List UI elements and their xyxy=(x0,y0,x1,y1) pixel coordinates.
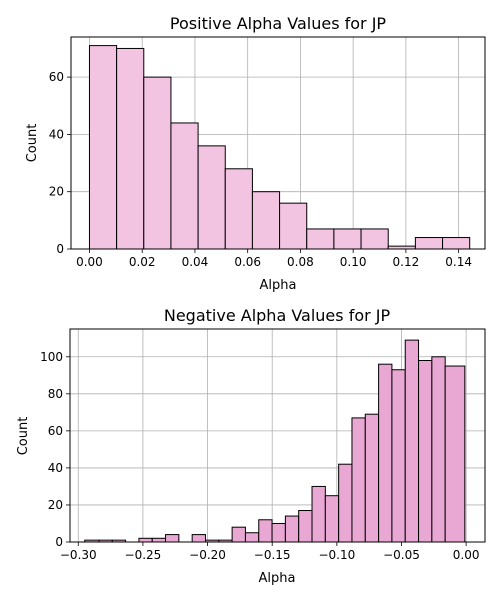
negative-histogram-bar xyxy=(444,365,466,543)
positive-x-tick-label: 0.06 xyxy=(234,255,261,269)
positive-histogram-bar xyxy=(360,228,389,250)
positive-histogram-bar xyxy=(251,191,281,250)
negative-y-tick-label: 20 xyxy=(48,498,63,512)
negative-histogram-bar xyxy=(284,515,300,543)
positive-histogram-bar xyxy=(224,168,253,250)
negative-histogram-bar xyxy=(364,413,380,543)
positive-y-tick-label: 20 xyxy=(49,185,64,199)
negative-histogram-bar xyxy=(311,485,326,543)
negative-histogram-bar xyxy=(298,510,313,543)
negative-histogram-bar xyxy=(138,537,153,543)
positive-histogram-bar xyxy=(143,76,172,250)
negative-histogram-bar xyxy=(191,534,206,543)
positive-histogram-bar xyxy=(116,47,145,250)
negative-plot-frame xyxy=(69,328,486,543)
negative-x-tick-label: −0.25 xyxy=(125,548,162,562)
positive-x-tick-label: 0.10 xyxy=(340,255,367,269)
positive-histogram-bar xyxy=(306,228,335,250)
positive-histogram-bar xyxy=(88,45,118,250)
negative-x-tick-label: −0.30 xyxy=(60,548,97,562)
negative-y-tick-label: 60 xyxy=(48,424,63,438)
negative-y-tick-label: 40 xyxy=(48,461,63,475)
negative-histogram-bar xyxy=(404,339,420,543)
negative-histogram-bar xyxy=(378,363,393,543)
negative-histogram-bar xyxy=(244,532,260,543)
negative-x-tick-label: 0.00 xyxy=(453,548,480,562)
positive-y-tick-label: 0 xyxy=(56,242,64,256)
negative-x-axis-label: Alpha xyxy=(259,571,296,586)
positive-histogram-bar xyxy=(442,237,471,250)
positive-x-tick-label: 0.04 xyxy=(182,255,209,269)
negative-y-tick-label: 100 xyxy=(40,350,63,364)
positive-x-tick-label: 0.00 xyxy=(76,255,103,269)
negative-title: Negative Alpha Values for JP xyxy=(164,306,391,325)
negative-x-tick-label: −0.10 xyxy=(318,548,355,562)
negative-histogram-bar xyxy=(258,519,273,543)
positive-x-axis-label: Alpha xyxy=(260,278,297,293)
positive-y-tick-label: 60 xyxy=(49,70,64,84)
negative-x-tick-label: −0.15 xyxy=(254,548,291,562)
negative-histogram-bar xyxy=(351,417,366,543)
positive-x-tick-label: 0.12 xyxy=(393,255,420,269)
negative-histogram-bar xyxy=(418,359,433,543)
negative-histogram-bar xyxy=(324,495,340,543)
negative-x-tick-label: −0.20 xyxy=(189,548,226,562)
positive-x-ticks: 0.00 0.02 0.04 0.06 0.08 0.10 0.12 0.14 xyxy=(76,249,472,269)
positive-alpha-panel: Positive Alpha Values for JP 0.00 0.02 0.0… xyxy=(25,14,486,293)
positive-histogram-bar xyxy=(333,228,362,250)
negative-alpha-panel: Negative Alpha Values for JP −0.30 −0.25−… xyxy=(16,306,486,586)
negative-y-ticks: 0 20 40 60 80 100 xyxy=(40,350,70,549)
positive-y-axis-label: Count xyxy=(25,124,40,163)
positive-histogram-bar xyxy=(414,237,444,250)
positive-histogram-bar xyxy=(197,145,226,250)
positive-x-tick-label: 0.08 xyxy=(287,255,314,269)
negative-histogram-bar xyxy=(271,522,286,543)
negative-histogram-bar xyxy=(231,526,246,543)
positive-title: Positive Alpha Values for JP xyxy=(170,14,387,33)
negative-x-tick-label: −0.05 xyxy=(383,548,420,562)
positive-y-tick-label: 40 xyxy=(49,127,64,141)
negative-y-tick-label: 80 xyxy=(48,387,63,401)
positive-histogram-bar xyxy=(170,122,199,250)
negative-y-tick-label: 0 xyxy=(55,535,63,549)
positive-x-tick-label: 0.14 xyxy=(445,255,472,269)
negative-histogram-bar xyxy=(391,369,406,543)
positive-bars xyxy=(88,45,471,250)
negative-histogram-bar xyxy=(165,534,180,543)
positive-y-ticks: 0 20 40 60 xyxy=(49,70,71,256)
positive-plot-frame xyxy=(70,36,486,250)
positive-x-tick-label: 0.02 xyxy=(129,255,156,269)
positive-histogram-bar xyxy=(279,202,308,250)
negative-histogram-bar xyxy=(151,537,167,543)
negative-histogram-bar xyxy=(431,356,446,543)
negative-histogram-bar xyxy=(338,463,353,543)
negative-y-axis-label: Count xyxy=(16,417,31,456)
negative-x-ticks: −0.30 −0.25 −0.20 −0.15 −0.10 −0.05 0.00 xyxy=(60,542,480,562)
